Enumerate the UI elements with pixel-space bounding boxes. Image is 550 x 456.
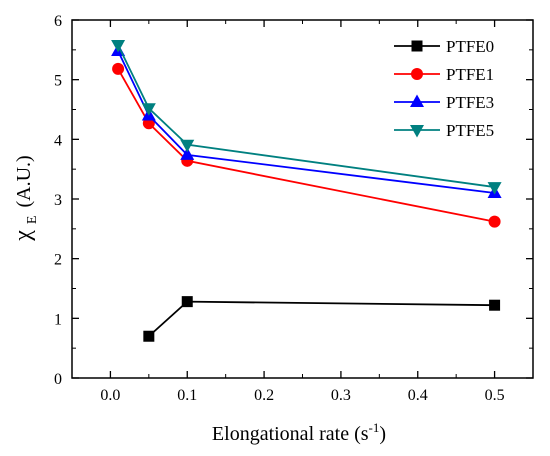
data-point xyxy=(112,62,125,75)
legend-item: PTFE1 xyxy=(394,65,494,84)
x-tick-label: 0.0 xyxy=(100,387,120,404)
series-layer xyxy=(111,40,502,342)
y-tick-label: 2 xyxy=(54,252,62,269)
series-line xyxy=(148,300,495,337)
series-ptfe0 xyxy=(143,296,501,342)
data-point xyxy=(180,139,195,153)
y-tick-label: 3 xyxy=(54,192,62,209)
series-ptfe5 xyxy=(111,40,502,195)
data-point xyxy=(181,296,193,308)
legend-marker xyxy=(410,125,424,138)
legend-marker xyxy=(411,68,423,80)
legend-label: PTFE1 xyxy=(446,65,494,84)
legend-item: PTFE5 xyxy=(394,121,494,140)
series-line xyxy=(117,50,495,194)
legend-label: PTFE3 xyxy=(446,93,494,112)
legend-item: PTFE0 xyxy=(394,37,494,56)
y-tick-label: 5 xyxy=(54,73,62,90)
y-tick-label: 4 xyxy=(54,132,62,149)
y-axis-title: χE(A.U.) xyxy=(10,155,40,241)
x-axis-title: Elongational rate (s-1) xyxy=(212,420,386,445)
legend: PTFE0 PTFE1 PTFE3 PTFE5 xyxy=(394,37,494,140)
data-point xyxy=(180,147,195,160)
y-tick-label: 0 xyxy=(54,371,62,388)
legend-label: PTFE5 xyxy=(446,121,494,140)
data-point xyxy=(111,40,126,53)
x-tick-label: 0.2 xyxy=(254,387,274,404)
legend-marker xyxy=(410,94,424,107)
legend-item: PTFE3 xyxy=(394,93,494,112)
series-line xyxy=(117,44,495,188)
y-tick-label: 1 xyxy=(54,311,62,328)
legend-marker xyxy=(411,40,423,52)
data-point xyxy=(141,103,156,116)
series-ptfe3 xyxy=(111,43,502,199)
y-axis: 0 1 2 3 4 5 6 xyxy=(54,13,533,388)
series-ptfe1 xyxy=(112,62,501,228)
x-tick-label: 0.1 xyxy=(177,387,197,404)
x-tick-label: 0.4 xyxy=(408,387,428,404)
y-tick-label: 6 xyxy=(54,13,62,30)
data-point xyxy=(489,299,501,311)
data-point xyxy=(487,182,502,195)
x-tick-label: 0.3 xyxy=(331,387,351,404)
series-line xyxy=(117,68,495,223)
legend-label: PTFE0 xyxy=(446,37,494,56)
data-point xyxy=(488,215,501,228)
x-axis: 0.0 0.1 0.2 0.3 0.4 0.5 xyxy=(71,20,534,404)
data-point xyxy=(143,330,155,342)
x-tick-label: 0.5 xyxy=(485,387,505,404)
